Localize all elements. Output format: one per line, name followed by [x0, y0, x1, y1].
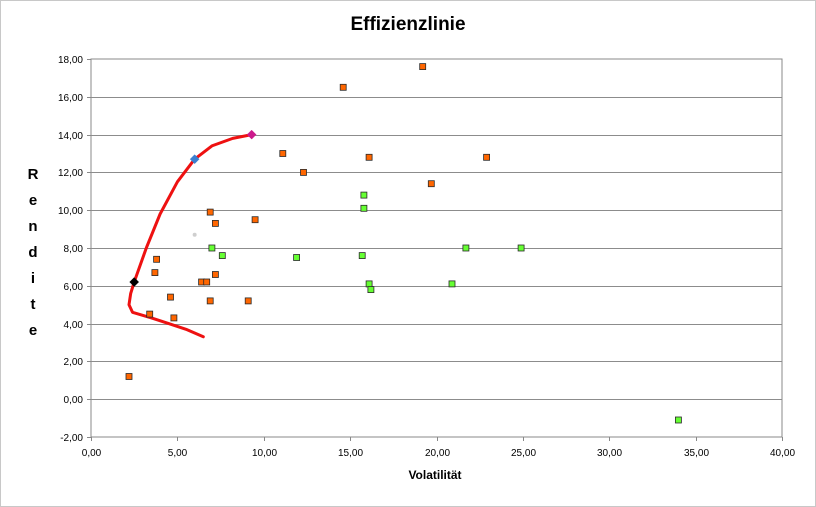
y-tick-label: 12,00	[58, 168, 83, 179]
diamond-point	[129, 277, 140, 287]
y-tick-label: 0,00	[64, 395, 84, 406]
scatter-point	[167, 293, 174, 301]
y-tick-label: 6,00	[64, 282, 84, 293]
scatter-point	[339, 83, 347, 91]
y-tick-label: 16,00	[58, 93, 83, 104]
y-axis-label-letter: t	[30, 296, 36, 313]
scatter-point	[427, 180, 435, 188]
x-tick-label: 0,00	[82, 448, 102, 459]
scatter-point	[279, 150, 287, 157]
y-tick-label: 18,00	[58, 55, 83, 66]
scatter-point	[251, 216, 259, 224]
scatter-point	[293, 254, 301, 261]
y-tick-label: -2,00	[60, 433, 83, 444]
scatter-point	[300, 168, 307, 176]
scatter-point	[365, 153, 373, 161]
efficient-frontier-line	[127, 133, 254, 339]
scatter-point	[244, 297, 252, 305]
x-tick-label: 30,00	[597, 448, 622, 459]
scatter-point	[419, 63, 427, 70]
scatter-point	[206, 297, 214, 305]
x-tick-label: 15,00	[338, 448, 363, 459]
scatter-point	[170, 314, 178, 322]
scatter-point	[360, 204, 368, 212]
scatter-point	[365, 280, 373, 288]
x-tick-label: 10,00	[252, 448, 277, 459]
y-axis-label-letter: e	[28, 322, 38, 339]
scatter-point	[517, 244, 525, 252]
diamond-point	[189, 154, 200, 165]
scatter-point	[367, 286, 375, 294]
diamond-point	[246, 129, 257, 140]
y-tick-label: 8,00	[64, 244, 84, 255]
y-axis-label-letter: d	[28, 244, 38, 261]
scatter-point	[675, 416, 682, 424]
y-axis-label-letter: i	[30, 270, 36, 287]
scatter-point	[448, 280, 456, 288]
scatter-point	[125, 373, 133, 380]
scatter-point	[218, 252, 226, 260]
y-tick-label: 4,00	[64, 320, 84, 331]
y-tick-label: 10,00	[58, 206, 83, 217]
y-axis-label-letter: n	[28, 218, 38, 235]
scatter-point	[211, 271, 219, 278]
scatter-point	[151, 269, 159, 277]
scatter-point	[153, 255, 161, 263]
y-tick-label: 2,00	[64, 357, 84, 368]
y-axis-label-letter: e	[28, 192, 38, 209]
scatter-point	[358, 252, 366, 260]
x-tick-label: 40,00	[770, 448, 795, 459]
scatter-point	[208, 244, 216, 252]
y-axis-label-letter: R	[27, 166, 39, 183]
scatter-point	[146, 310, 154, 318]
scatter-point	[211, 219, 219, 227]
scatter-point	[360, 191, 368, 199]
y-tick-label: 14,00	[58, 131, 83, 142]
x-axis-label: Volatilität	[408, 468, 462, 482]
scatter-point	[462, 244, 470, 252]
faint-point	[192, 232, 197, 237]
x-tick-label: 20,00	[425, 448, 450, 459]
x-tick-label: 5,00	[168, 448, 188, 459]
scatter-point	[206, 208, 214, 216]
x-tick-label: 35,00	[684, 448, 709, 459]
scatter-point	[483, 153, 491, 161]
chart-title: Effizienzlinie	[350, 14, 466, 35]
scatter-point	[203, 278, 211, 286]
x-tick-label: 25,00	[511, 448, 536, 459]
